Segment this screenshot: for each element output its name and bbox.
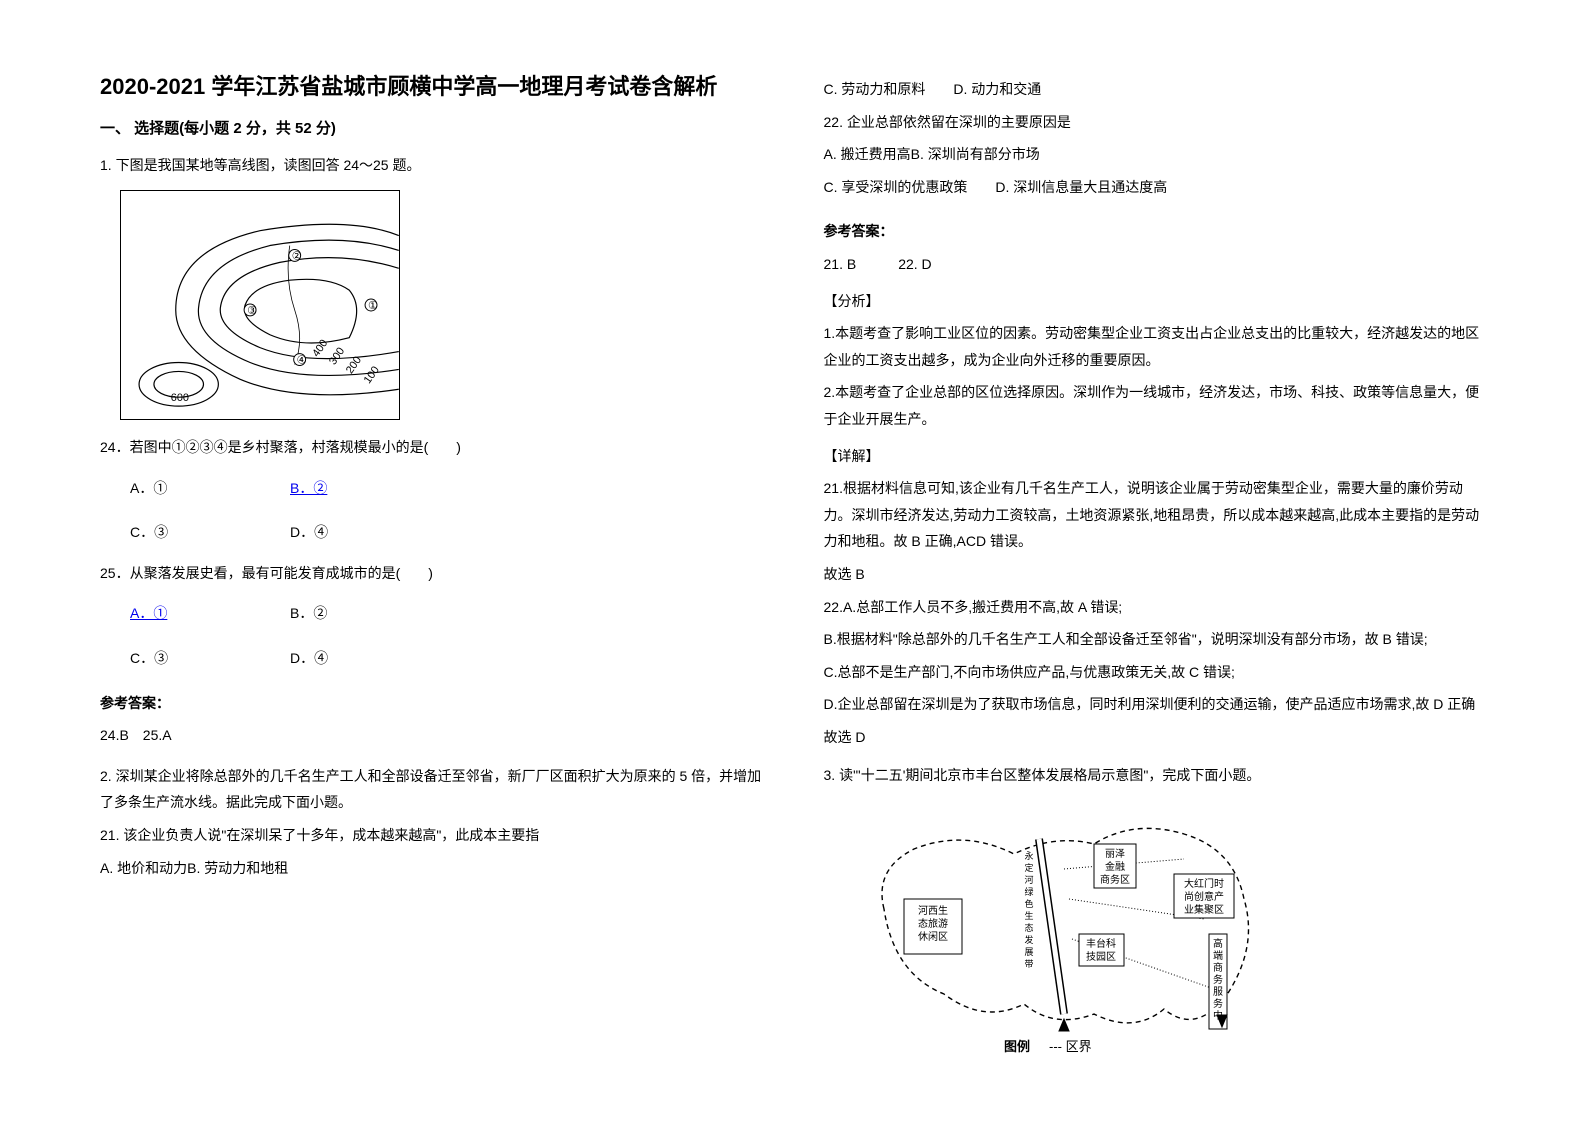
q1-sub24-options: A．① B．② C．③ D．④ [130, 475, 764, 546]
page-root: 2020-2021 学年江苏省盐城市顾横中学高一地理月考试卷含解析 一、 选择题… [100, 70, 1487, 1059]
q1-figure: ① ② ③ ④ 100 200 300 400 600 [120, 190, 400, 420]
contour-600: 600 [171, 392, 189, 404]
q2-fenxi1: 1.本题考查了影响工业区位的因素。劳动密集型企业工资支出占企业总支出的比重较大，… [824, 320, 1488, 373]
q2-xj21: 21.根据材料信息可知,该企业有几千名生产工人，说明该企业属于劳动密集型企业，需… [824, 475, 1488, 555]
svg-text:态旅游: 态旅游 [918, 917, 948, 930]
q1-answer-hdr: 参考答案： [100, 690, 764, 717]
q2-fenxi-hdr: 【分析】 [824, 288, 1488, 315]
doc-title: 2020-2021 学年江苏省盐城市顾横中学高一地理月考试卷含解析 [100, 70, 764, 103]
q2-answer-line: 21. B 22. D [824, 251, 1488, 278]
box3-l2: 技园区 [1086, 950, 1116, 963]
contour-300: 300 [327, 346, 347, 368]
box2-l1: 丽泽 [1105, 848, 1125, 860]
svg-text:展: 展 [1024, 947, 1033, 957]
svg-text:态: 态 [1024, 922, 1033, 933]
q2-sub22: 22. 企业总部依然留在深圳的主要原因是 [824, 109, 1488, 136]
q2-sub22-ab: A. 搬迁费用高B. 深圳尚有部分市场 [824, 141, 1488, 168]
svg-text:务: 务 [1213, 997, 1223, 1010]
opt-22-c: C. 享受深圳的优惠政策 [824, 179, 968, 195]
q2-xj22c: C.总部不是生产部门,不向市场供应产品,与优惠政策无关,故 C 错误; [824, 659, 1488, 686]
svg-text:永: 永 [1024, 850, 1033, 861]
opt-25-a[interactable]: A．① [130, 600, 290, 627]
q2-stem: 2. 深圳某企业将除总部外的几千名生产工人和全部设备迁至邻省，新厂厂区面积扩大为… [100, 763, 764, 816]
q1-answer: 24.B 25.A [100, 722, 764, 749]
svg-text:生: 生 [1024, 910, 1033, 921]
section-1-title: 一、 选择题(每小题 2 分，共 52 分) [100, 115, 764, 144]
fig-label-4: ④ [297, 355, 307, 367]
q1-sub25-options: A．① B．② C．③ D．④ [130, 600, 764, 671]
opt-21-b: B. 劳动力和地租 [187, 860, 288, 876]
opt-24-c: C．③ [130, 519, 290, 546]
opt-24-d: D．④ [290, 519, 450, 546]
svg-text:服: 服 [1213, 986, 1223, 998]
svg-text:河西生: 河西生 [918, 904, 948, 917]
opt-22-b: B. 深圳尚有部分市场 [911, 146, 1040, 162]
fig-label-1: ① [368, 300, 378, 312]
svg-text:商: 商 [1213, 961, 1223, 974]
opt-22-a: A. 搬迁费用高 [824, 146, 911, 162]
opt-21-d: D. 动力和交通 [953, 81, 1041, 97]
q2-sub21: 21. 该企业负责人说"在深圳呆了十多年，成本越来越高"，此成本主要指 [100, 822, 764, 849]
svg-text:带: 带 [1024, 959, 1033, 969]
opt-25-c: C．③ [130, 645, 290, 672]
box2-l2: 金融 [1105, 860, 1125, 873]
opt-21-c: C. 劳动力和原料 [824, 81, 926, 97]
svg-text:色: 色 [1024, 898, 1033, 909]
q1-sub25: 25．从聚落发展史看，最有可能发育成城市的是( ) [100, 560, 764, 587]
opt-22-d: D. 深圳信息量大且通达度高 [995, 179, 1167, 195]
legend-label: 图例 [1004, 1039, 1030, 1054]
contour-400: 400 [310, 338, 330, 360]
svg-text:端: 端 [1213, 949, 1223, 962]
svg-text:河: 河 [1024, 874, 1033, 885]
right-column: C. 劳动力和原料 D. 动力和交通 22. 企业总部依然留在深圳的主要原因是 … [824, 70, 1488, 1059]
q2-xj22a: 22.A.总部工作人员不多,搬迁费用不高,故 A 错误; [824, 594, 1488, 621]
q1-stem: 1. 下图是我国某地等高线图，读图回答 24～25 题。 [100, 152, 764, 179]
q2-sub21-ab: A. 地价和动力B. 劳动力和地租 [100, 855, 764, 882]
q2-xj21b: 故选 B [824, 561, 1488, 588]
svg-text:绿: 绿 [1024, 886, 1033, 897]
svg-text:高: 高 [1213, 937, 1223, 950]
q2-fenxi2: 2.本题考查了企业总部的区位选择原因。深圳作为一线城市，经济发达，市场、科技、政… [824, 379, 1488, 432]
opt-25-d: D．④ [290, 645, 450, 672]
fig-label-3: ③ [247, 305, 257, 317]
opt-25-b: B．② [290, 600, 450, 627]
q2-xiangjie-hdr: 【详解】 [824, 443, 1488, 470]
opt-24-b[interactable]: B．② [290, 475, 450, 502]
svg-text:务: 务 [1213, 973, 1223, 986]
q3-stem: 3. 读"'十二五'期间北京市丰台区整体发展格局示意图"，完成下面小题。 [824, 762, 1488, 789]
box2-l3: 商务区 [1100, 873, 1130, 886]
opt-21-a: A. 地价和动力 [100, 860, 187, 876]
svg-text:发: 发 [1024, 934, 1033, 945]
contour-100: 100 [362, 364, 382, 386]
box4-l2: 尚创意产 [1184, 890, 1224, 903]
box3-l1: 丰台科 [1086, 937, 1116, 950]
q2-answer-hdr: 参考答案： [824, 218, 1488, 245]
box4-l1: 大红门时 [1184, 877, 1224, 890]
left-column: 2020-2021 学年江苏省盐城市顾横中学高一地理月考试卷含解析 一、 选择题… [100, 70, 764, 1059]
q2-sub21-cd: C. 劳动力和原料 D. 动力和交通 [824, 76, 1488, 103]
q3-figure: 河西生 态旅游 休闲区 丽泽 金融 商务区 丰台科 技园区 大红门时 尚创意产 … [864, 799, 1264, 1059]
svg-text:休闲区: 休闲区 [918, 930, 948, 943]
q2-xj22d: D.企业总部留在深圳是为了获取市场信息，同时利用深圳便利的交通运输，使产品适应市… [824, 691, 1488, 718]
box4-l3: 业集聚区 [1184, 903, 1224, 916]
q2-xj22b: B.根据材料"除总部外的几千名生产工人和全部设备迁至邻省"，说明深圳没有部分市场… [824, 626, 1488, 653]
q1-sub24: 24．若图中①②③④是乡村聚落，村落规模最小的是( ) [100, 434, 764, 461]
opt-24-a: A．① [130, 475, 290, 502]
legend-value: --- 区界 [1049, 1039, 1092, 1054]
fig-label-2: ② [292, 250, 302, 262]
q2-sub22-cd: C. 享受深圳的优惠政策 D. 深圳信息量大且通达度高 [824, 174, 1488, 201]
q2-xj22e: 故选 D [824, 724, 1488, 751]
svg-text:定: 定 [1024, 862, 1033, 873]
